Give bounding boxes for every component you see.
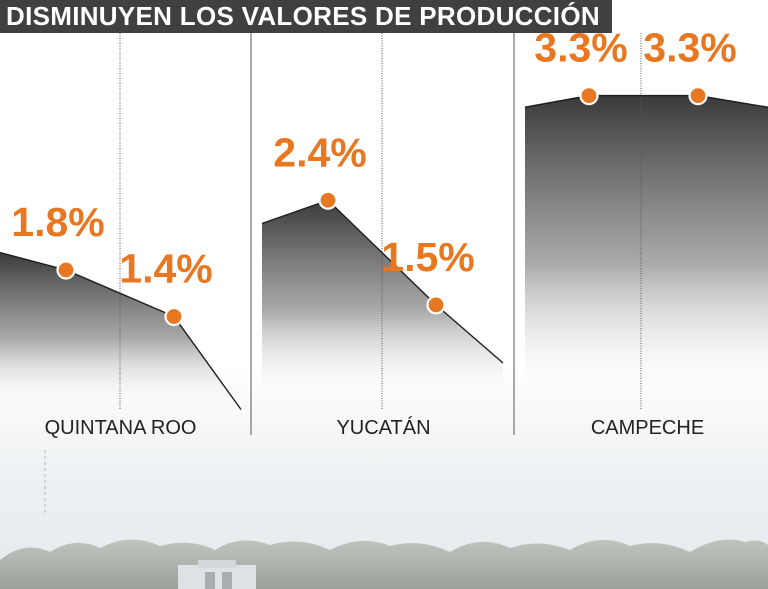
area-fill — [262, 200, 503, 400]
chart-title: DISMINUYEN LOS VALORES DE PRODUCCIÓN — [0, 0, 612, 33]
data-label: 1.4% — [119, 246, 212, 292]
category-label: QUINTANA ROO — [45, 417, 197, 439]
data-point — [688, 86, 708, 106]
data-label: 1.5% — [381, 234, 474, 280]
data-label: 2.4% — [273, 129, 366, 175]
data-label: 1.8% — [11, 199, 104, 245]
area-fill — [525, 95, 768, 400]
panel-dividers — [250, 33, 515, 435]
data-point — [318, 190, 338, 210]
data-point — [426, 295, 446, 315]
data-point — [164, 306, 184, 327]
series-line — [0, 251, 242, 410]
data-point — [579, 86, 599, 106]
category-label: YUCATÁN — [336, 416, 430, 439]
city-skyline-photo — [0, 450, 768, 589]
series-line — [524, 94, 768, 108]
category-label: CAMPECHE — [591, 417, 704, 439]
data-point — [56, 260, 76, 280]
series-line — [261, 199, 504, 364]
data-label: 3.3% — [643, 25, 736, 71]
